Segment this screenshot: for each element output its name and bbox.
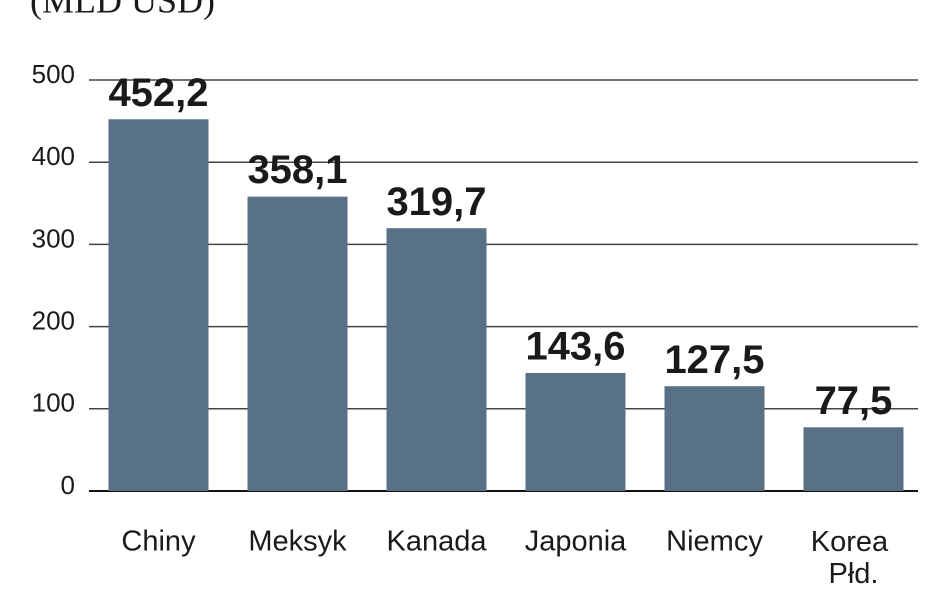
- x-tick-label: Niemcy: [666, 526, 763, 558]
- bar: [108, 119, 209, 492]
- value-label: 452,2: [108, 71, 208, 115]
- y-tick-label: 500: [32, 59, 75, 89]
- value-label: 77,5: [815, 379, 893, 423]
- bar: [386, 228, 487, 491]
- x-tick-label: Japonia: [525, 526, 627, 558]
- y-tick-label: 0: [61, 470, 75, 500]
- bar: [803, 427, 904, 491]
- value-label: 358,1: [247, 148, 347, 192]
- bar: [525, 372, 626, 491]
- x-tick-label: Chiny: [121, 526, 196, 558]
- value-label: 127,5: [664, 338, 764, 382]
- y-tick-label: 400: [32, 141, 75, 171]
- x-tick-label: Korea Płd.: [811, 526, 896, 590]
- x-tick-label: Meksyk: [248, 526, 347, 558]
- y-tick-label: 300: [32, 223, 75, 253]
- bar: [664, 386, 765, 491]
- value-label: 143,6: [525, 325, 625, 369]
- x-tick-label: Kanada: [387, 526, 488, 558]
- y-tick-label: 200: [32, 305, 75, 335]
- value-label: 319,7: [386, 180, 486, 224]
- bar: [247, 196, 348, 492]
- y-tick-label: 100: [32, 388, 75, 418]
- chart-title: (MLD USD): [30, 0, 215, 20]
